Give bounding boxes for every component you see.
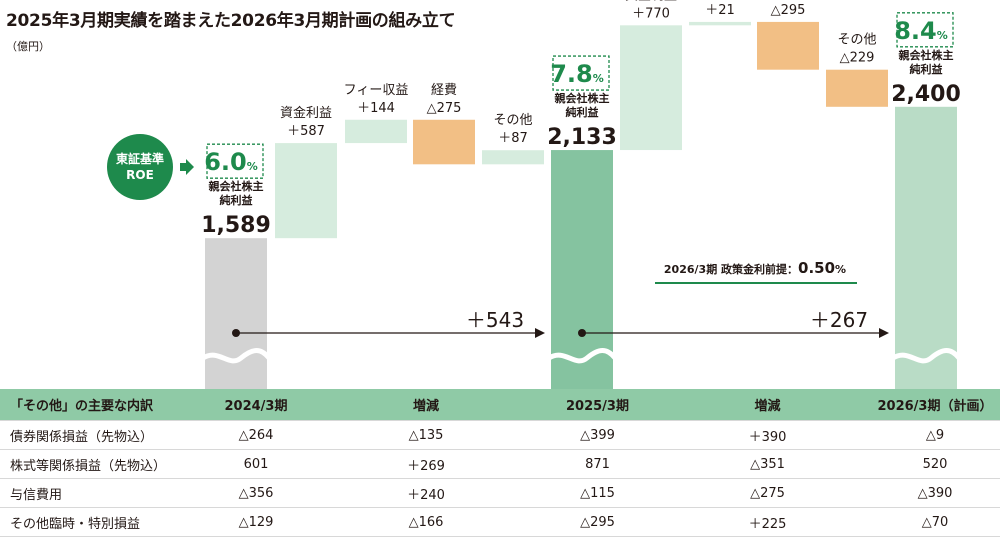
bar-other2 xyxy=(826,69,888,107)
category-label-shikin2: 資金利益 xyxy=(625,0,677,3)
table-cell: △264 xyxy=(190,420,322,450)
table-header: 2025/3期 xyxy=(530,389,665,421)
table-header: 「その他」の主要な内訳 xyxy=(0,389,190,421)
series-name-fy2026: 親会社株主 xyxy=(899,48,954,62)
table-cell: △295 xyxy=(530,507,665,537)
table-cell: 520 xyxy=(870,449,1000,479)
page-title: 2025年3月期実績を踏まえた2026年3月期計画の組み立て xyxy=(6,11,456,31)
table-cell: △356 xyxy=(190,478,322,508)
table-cell: ＋225 xyxy=(665,507,870,537)
table-row: 株式等関係損益（先物込） 601 ＋269 871 △351 520 xyxy=(0,449,1000,479)
table-row: 与信費用 △356 ＋240 △115 △275 △390 xyxy=(0,478,1000,508)
arrow-head xyxy=(535,328,545,338)
table-cell: △399 xyxy=(530,420,665,450)
table-cell: 与信費用 xyxy=(0,478,190,508)
series-name-fy2024: 親会社株主 xyxy=(209,179,264,193)
breakdown-table: 「その他」の主要な内訳 2024/3期 増減 2025/3期 増減 2026/3… xyxy=(0,389,1000,537)
data-label-fee2: ＋21 xyxy=(705,3,735,18)
bar-keihi1 xyxy=(413,119,475,165)
series-name-fy2026: 純利益 xyxy=(910,62,943,76)
data-label-keihi1: △275 xyxy=(427,101,462,116)
axis-break-mark xyxy=(547,348,617,364)
table-header: 増減 xyxy=(322,389,530,421)
category-label-other2: その他 xyxy=(837,33,876,48)
arrow-label: ＋543 xyxy=(466,308,524,332)
table-cell: △275 xyxy=(665,478,870,508)
data-label-fy2026: 2,400 xyxy=(891,82,961,107)
roe-badge-label: 東証基準 xyxy=(116,151,164,166)
category-label-shikin1: 資金利益 xyxy=(280,105,332,121)
bar-other1 xyxy=(482,150,544,165)
table-cell: 871 xyxy=(530,449,665,479)
category-label-fee1: フィー収益 xyxy=(344,83,409,98)
series-name-fy2025: 親会社株主 xyxy=(555,91,610,105)
roe-arrow-icon xyxy=(180,159,194,175)
policy-rate-note: 2026/3期 政策金利前提：0.50% xyxy=(664,259,846,277)
data-label-other2: △229 xyxy=(840,51,875,66)
data-label-fee1: ＋144 xyxy=(357,101,395,116)
series-name-fy2025: 純利益 xyxy=(566,105,599,119)
table-cell: その他臨時・特別損益 xyxy=(0,507,190,537)
roe-box-fy2026 xyxy=(896,12,954,48)
table-cell: ＋240 xyxy=(322,478,530,508)
table-header: 増減 xyxy=(665,389,870,421)
waterfall-chart: 1,589親会社株主純利益6.0%資金利益＋587フィー収益＋144経費△275… xyxy=(107,0,961,390)
arrow-head xyxy=(879,328,889,338)
table-cell: ＋390 xyxy=(665,420,870,450)
table-cell: ＋269 xyxy=(322,449,530,479)
data-label-shikin2: ＋770 xyxy=(632,6,670,21)
table-cell: △115 xyxy=(530,478,665,508)
data-label-fy2025: 2,133 xyxy=(547,125,617,150)
roe-value-fy2024: 6.0% xyxy=(204,148,258,176)
table-row: 債券関係損益（先物込） △264 △135 △399 ＋390 △9 xyxy=(0,420,1000,450)
axis-break-mark xyxy=(891,348,961,364)
table-cell: △135 xyxy=(322,420,530,450)
table-cell: △9 xyxy=(870,420,1000,450)
roe-value-fy2025: 7.8% xyxy=(550,60,604,88)
bar-fee1 xyxy=(345,119,407,144)
table-header: 2026/3期（計画） xyxy=(870,389,1000,421)
data-label-shikin1: ＋587 xyxy=(287,124,325,139)
unit-label: （億円） xyxy=(6,40,50,53)
arrow-label: ＋267 xyxy=(810,308,868,332)
data-label-other1: ＋87 xyxy=(498,131,528,146)
table-cell: 債券関係損益（先物込） xyxy=(0,420,190,450)
roe-value-fy2026: 8.4% xyxy=(894,17,948,45)
roe-box-fy2025 xyxy=(552,55,610,91)
axis-break-mark xyxy=(201,348,271,364)
table-header: 2024/3期 xyxy=(190,389,322,421)
table-cell: △351 xyxy=(665,449,870,479)
table-cell: 株式等関係損益（先物込） xyxy=(0,449,190,479)
data-label-keihi2: △295 xyxy=(771,3,806,18)
table-cell: △70 xyxy=(870,507,1000,537)
table-cell: △390 xyxy=(870,478,1000,508)
roe-badge xyxy=(107,134,173,200)
data-label-fy2024: 1,589 xyxy=(201,213,271,238)
bar-fee2 xyxy=(689,21,751,26)
table-row: その他臨時・特別損益 △129 △166 △295 ＋225 △70 xyxy=(0,507,1000,537)
table-cell: △129 xyxy=(190,507,322,537)
bar-fy2024 xyxy=(205,238,267,390)
table-cell: 601 xyxy=(190,449,322,479)
bar-shikin1 xyxy=(275,143,337,239)
series-name-fy2024: 純利益 xyxy=(220,193,253,207)
table-header-row: 「その他」の主要な内訳 2024/3期 増減 2025/3期 増減 2026/3… xyxy=(0,389,1000,421)
category-label-keihi1: 経費 xyxy=(431,83,457,98)
bar-fy2026 xyxy=(895,106,957,390)
bar-keihi2 xyxy=(757,21,819,70)
bar-shikin2 xyxy=(620,25,682,151)
category-label-other1: その他 xyxy=(493,113,532,128)
roe-badge-label: ROE xyxy=(126,168,154,182)
roe-box-fy2024 xyxy=(206,143,264,179)
table-cell: △166 xyxy=(322,507,530,537)
